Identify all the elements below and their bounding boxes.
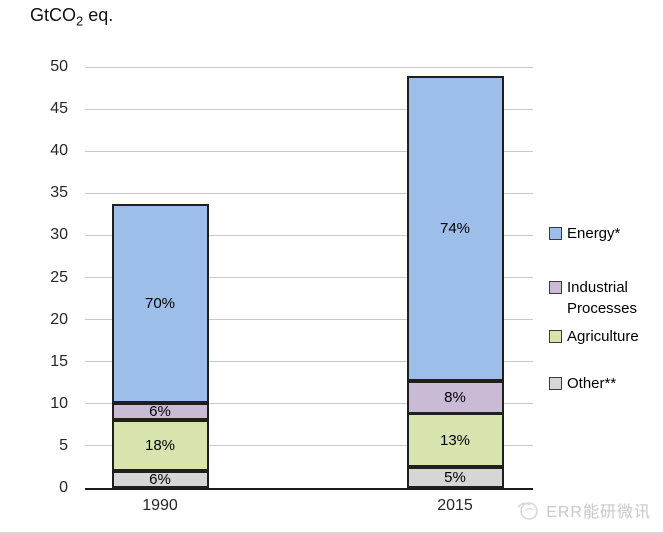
segment-label: 8% xyxy=(444,389,466,406)
segment-label: 18% xyxy=(144,437,176,454)
y-tick-label: 30 xyxy=(50,226,68,244)
segment-label: 6% xyxy=(149,403,171,420)
gridline xyxy=(85,277,533,278)
legend-swatch-industrial-processes-icon xyxy=(549,281,562,294)
y-tick-label: 20 xyxy=(50,310,68,328)
segment-label: 6% xyxy=(149,471,171,488)
y-tick-label: 40 xyxy=(50,142,68,160)
gridline xyxy=(85,234,533,236)
bar-segment: 70% xyxy=(111,204,209,403)
segment-label: 5% xyxy=(444,469,466,486)
gridline xyxy=(85,108,533,110)
legend-item-agriculture: Agriculture xyxy=(549,326,659,347)
watermark-text: ERR能研微讯 xyxy=(546,504,651,521)
legend-swatch-other-icon xyxy=(549,377,562,390)
y-tick-label: 45 xyxy=(50,100,68,118)
y-tick-label: 35 xyxy=(50,184,68,202)
legend-label-other: Other** xyxy=(567,375,617,392)
segment-label: 70% xyxy=(144,295,176,312)
gridline xyxy=(85,361,533,363)
bar-segment: 5% xyxy=(406,467,504,488)
bar-segment: 8% xyxy=(406,381,504,414)
y-tick-label: 25 xyxy=(50,268,68,286)
chart-title-subscript: 2 xyxy=(76,13,84,29)
gridline xyxy=(85,192,533,194)
bar-segment: 74% xyxy=(406,76,504,381)
bar-segment: 13% xyxy=(406,413,504,467)
legend-label-industrial-processes: Industrial Processes xyxy=(567,279,638,317)
y-tick-label: 0 xyxy=(59,479,68,496)
bar-segment: 6% xyxy=(111,471,209,488)
legend-item-other: Other** xyxy=(549,373,659,394)
segment-label: 13% xyxy=(439,431,471,449)
y-tick-label: 10 xyxy=(50,394,68,412)
y-tick-label: 15 xyxy=(50,352,68,370)
gridline xyxy=(85,445,533,447)
gridline xyxy=(85,66,533,68)
gridline xyxy=(85,150,533,152)
watermark: ERR能研微讯 xyxy=(516,498,651,522)
x-axis-label: 2015 xyxy=(437,497,473,514)
bar-segment: 18% xyxy=(111,420,209,471)
legend-item-energy: Energy* xyxy=(549,223,659,244)
legend-label-agriculture: Agriculture xyxy=(567,328,639,345)
y-tick-label: 5 xyxy=(59,436,68,454)
legend-label-energy: Energy* xyxy=(567,225,621,242)
y-tick-label: 50 xyxy=(50,58,68,75)
plot-area: 6% 18% 6% 70% 5% 13% 8% 74% xyxy=(85,66,533,490)
brand-logo-icon xyxy=(517,502,539,520)
legend-item-industrial-processes: Industrial Processes xyxy=(549,277,659,319)
legend-swatch-agriculture-icon xyxy=(549,330,562,343)
chart-title-prefix: GtCO xyxy=(30,5,77,25)
bar-1990: 6% 18% 6% 70% xyxy=(111,67,209,488)
gridline xyxy=(85,403,533,405)
bar-2015: 5% 13% 8% 74% xyxy=(406,67,504,488)
bar-segment: 6% xyxy=(111,403,209,420)
segment-label: 74% xyxy=(439,220,471,237)
gridline xyxy=(85,319,533,321)
chart-title: GtCO2 eq. xyxy=(30,5,113,29)
legend-swatch-energy-icon xyxy=(549,227,562,240)
x-axis-label: 1990 xyxy=(142,497,178,514)
chart-title-suffix: eq. xyxy=(83,5,114,25)
